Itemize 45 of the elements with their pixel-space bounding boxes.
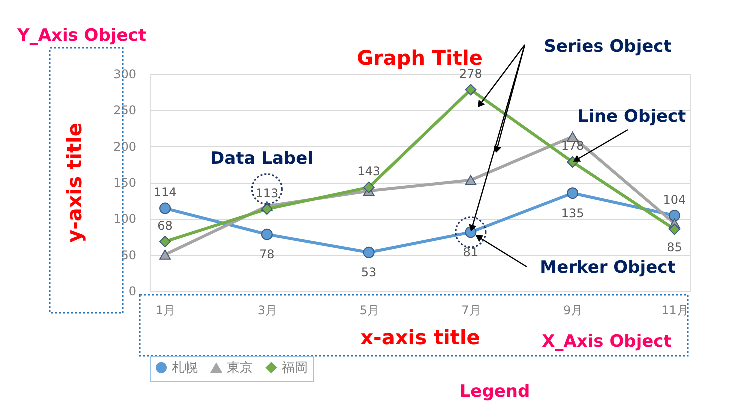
data-label: 104 <box>663 192 686 207</box>
point <box>567 132 579 142</box>
text: Y_Axis Object <box>16 26 146 46</box>
annotation: Line Object <box>578 107 686 127</box>
data-label: 85 <box>667 240 682 255</box>
data-label: 143 <box>358 164 381 179</box>
data-label: 78 <box>260 248 275 262</box>
data-label: 114 <box>154 186 177 200</box>
legend-label: 東京 <box>227 361 253 376</box>
point <box>363 182 375 194</box>
x-axis-title: x-axis title <box>360 326 480 350</box>
x-tick-label: 7月 <box>462 304 482 318</box>
y-axis-title: y-axis title <box>62 123 87 243</box>
data-label: 178 <box>561 139 584 154</box>
y-tick-label: 250 <box>114 104 136 118</box>
text: X_Axis Object <box>542 332 672 352</box>
point <box>465 84 477 96</box>
point <box>160 236 172 248</box>
data-label: 53 <box>361 266 377 280</box>
legend-label: 札幌 <box>172 360 198 376</box>
point <box>261 228 273 240</box>
x-tick-label: 1月 <box>156 304 176 318</box>
point <box>261 204 273 216</box>
x-tick-label: 3月 <box>258 304 278 318</box>
data-label: 135 <box>561 206 584 220</box>
y-tick-label: 0 <box>128 284 136 298</box>
x-tick-label: 11月 <box>662 304 689 318</box>
annotation: Merker Object <box>540 258 676 278</box>
legend-label: 福岡 <box>282 360 308 376</box>
text: Legend <box>460 382 530 402</box>
point <box>668 210 680 222</box>
data-label: 68 <box>158 218 173 233</box>
data-label: 113 <box>256 186 279 200</box>
x-tick-label: 5月 <box>360 304 380 318</box>
point <box>160 202 172 214</box>
point <box>363 246 375 258</box>
annotation: Data Label <box>210 149 314 169</box>
data-label: 81 <box>463 245 479 260</box>
y-tick-label: 150 <box>114 176 136 190</box>
x-tick-label: 9月 <box>564 304 584 318</box>
annotation: Series Object <box>544 37 672 57</box>
point <box>160 250 172 260</box>
point <box>567 188 579 200</box>
point <box>465 175 477 186</box>
point <box>668 224 680 236</box>
